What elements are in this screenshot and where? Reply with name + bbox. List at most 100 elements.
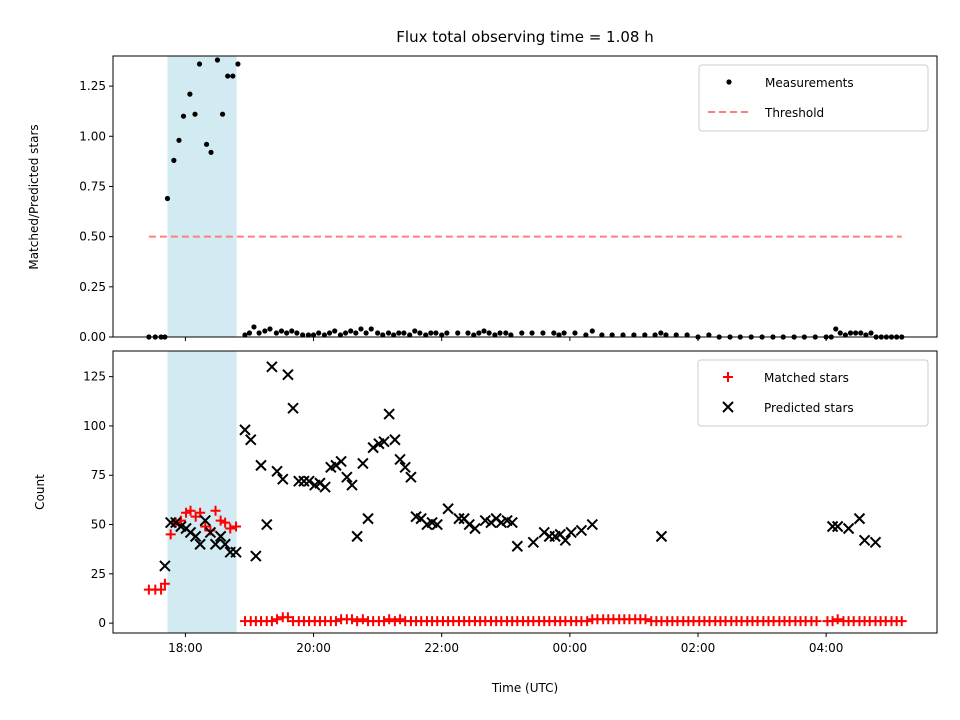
data-point (246, 330, 253, 336)
data-point (200, 521, 211, 532)
data-point (832, 614, 843, 625)
data-point (164, 195, 171, 202)
data-point (332, 328, 338, 334)
axes-frame (112, 350, 938, 634)
data-point (583, 332, 589, 338)
data-point (261, 518, 273, 531)
data-point (164, 516, 177, 529)
data-point (589, 328, 595, 334)
data-point (486, 330, 492, 336)
top-panel: 0.00 0.25 0.50 0.75 1.00 1.25 Measurements Thre… (79, 55, 938, 344)
data-point (833, 326, 839, 332)
series-matched-stars (143, 505, 907, 627)
data-point (271, 465, 283, 478)
data-point (476, 330, 482, 336)
data-point (362, 512, 374, 525)
data-point (242, 332, 248, 338)
data-point (203, 141, 210, 147)
data-point (341, 471, 353, 483)
data-point (156, 584, 167, 595)
data-point (642, 332, 648, 338)
data-point (463, 518, 475, 531)
data-point (225, 523, 236, 534)
data-point (858, 534, 871, 547)
data-point (433, 330, 439, 336)
data-point (282, 612, 293, 623)
data-point (399, 461, 411, 474)
data-point (551, 330, 557, 336)
data-point (389, 616, 400, 627)
data-point (837, 330, 843, 336)
data-point (428, 330, 434, 336)
data-point (368, 326, 374, 332)
data-point (293, 475, 305, 487)
chart-title: Flux total observing time = 1.08 h (396, 28, 653, 46)
data-point (159, 560, 171, 572)
y-tick-label: 25 (91, 567, 106, 581)
data-point (298, 475, 310, 487)
data-point (273, 330, 279, 336)
data-point (319, 481, 331, 493)
data-point (375, 330, 381, 336)
y-tick-label: 1.25 (79, 79, 106, 93)
x-tick-label: 04:00 (809, 641, 844, 655)
data-point (351, 530, 363, 543)
data-point (219, 111, 226, 117)
data-point (348, 328, 354, 334)
data-point (863, 332, 869, 338)
data-point (540, 330, 546, 336)
data-point (165, 529, 176, 540)
data-point (289, 328, 295, 334)
data-point (396, 330, 402, 336)
data-point (631, 332, 637, 338)
x-tick-label: 00:00 (553, 641, 588, 655)
data-point (439, 332, 445, 338)
data-point (199, 514, 211, 527)
data-point (586, 518, 598, 531)
data-point (391, 332, 397, 338)
data-point (346, 614, 357, 625)
data-point (853, 330, 859, 336)
data-point (346, 479, 358, 491)
y-tick-label: 1.00 (79, 129, 106, 143)
data-point (868, 330, 874, 336)
data-point (575, 524, 588, 537)
data-point (609, 332, 615, 338)
data-point (231, 521, 242, 532)
data-point (262, 328, 268, 334)
data-point (245, 434, 257, 446)
data-point (831, 520, 844, 533)
highlight-band (167, 351, 237, 633)
data-point (305, 332, 312, 338)
series-predicted-stars (159, 361, 882, 572)
data-point (277, 473, 289, 485)
legend-label: Threshold (764, 106, 824, 120)
data-point (225, 73, 231, 79)
data-point (187, 91, 193, 97)
bottom-panel: 0 25 50 75 100 125 18:00 20:00 22:00 00:00 02:00 04… (83, 350, 938, 655)
legend-swatch (722, 401, 734, 413)
data-point (210, 505, 221, 516)
data-point (215, 515, 226, 526)
x-tick-label: 22:00 (424, 641, 459, 655)
data-point (337, 332, 344, 338)
data-point (469, 522, 481, 535)
legend-label: Measurements (765, 76, 854, 90)
data-point (266, 616, 277, 627)
data-point (706, 332, 712, 338)
data-point (684, 332, 690, 338)
data-point (192, 111, 198, 117)
data-point (640, 614, 651, 625)
data-point (235, 61, 241, 67)
data-point (326, 330, 333, 336)
data-point (827, 616, 838, 627)
data-point (196, 61, 203, 67)
data-point (272, 614, 283, 625)
data-point (842, 332, 848, 338)
data-point (582, 616, 593, 627)
data-point (342, 330, 349, 336)
axes-frame (112, 55, 938, 338)
data-point (471, 332, 477, 338)
data-point (655, 530, 668, 543)
